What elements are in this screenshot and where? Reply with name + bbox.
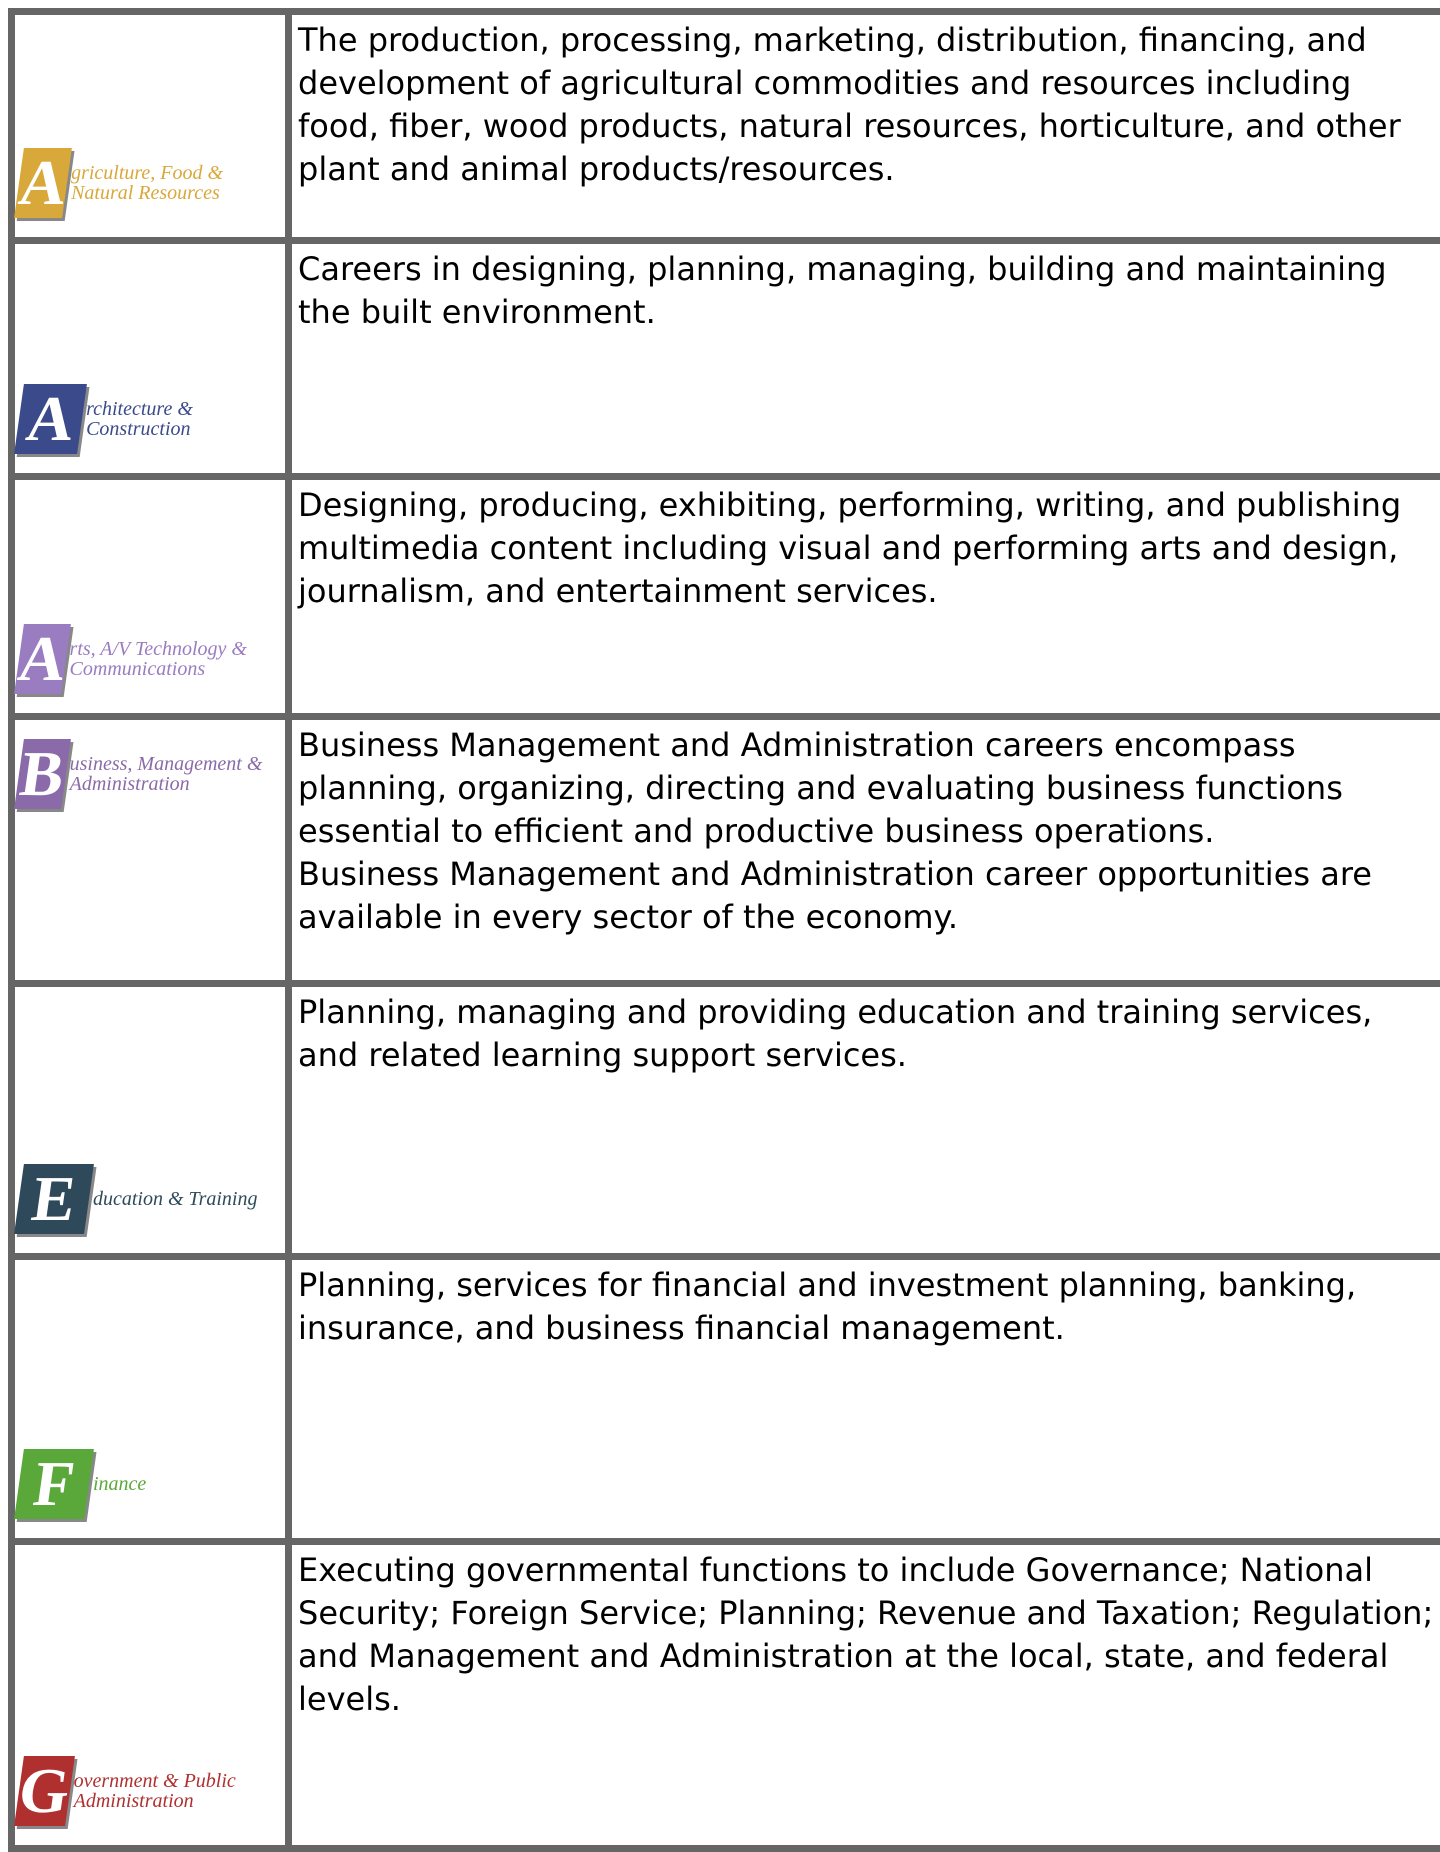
description: Planning, services for financial and inv… (298, 1266, 1357, 1347)
description: Executing governmental functions to incl… (298, 1551, 1434, 1718)
description: Planning, managing and providing educati… (298, 993, 1373, 1074)
description: Business Management and Administration c… (298, 855, 1372, 936)
logo-letter: F (14, 1448, 94, 1519)
logo-caption: usiness, Management & Administration (69, 753, 263, 795)
description-cell: Planning, managing and providing educati… (292, 987, 1440, 1253)
logo-caption: ducation & Training (93, 1188, 258, 1210)
description: Designing, producing, exhibiting, perfor… (298, 486, 1402, 610)
logo-caption: rchitecture & Construction (86, 398, 193, 440)
description: Careers in designing, planning, managing… (298, 250, 1387, 331)
description-cell: Planning, services for financial and inv… (292, 1260, 1440, 1538)
description: Business Management and Administration c… (298, 726, 1343, 850)
description-cell: Business Management and Administration c… (292, 720, 1440, 980)
description-cell: Careers in designing, planning, managing… (292, 244, 1440, 473)
logo-caption: overnment & Public Administration (73, 1770, 236, 1812)
logo-caption: griculture, Food & Natural Resources (71, 162, 224, 204)
logo-letter: E (14, 1163, 94, 1234)
logo-caption: inance (93, 1473, 147, 1495)
description: The production, processing, marketing, d… (298, 21, 1401, 188)
description-cell: Executing governmental functions to incl… (292, 1545, 1440, 1845)
logo-letter: A (14, 623, 71, 694)
logo-letter: B (14, 738, 71, 809)
logo-letter: G (14, 1755, 75, 1826)
logo-letter: A (14, 383, 87, 454)
logo-letter: A (14, 147, 72, 218)
logo-caption: rts, A/V Technology & Communications (69, 638, 247, 680)
description-cell: The production, processing, marketing, d… (292, 15, 1440, 237)
description-cell: Designing, producing, exhibiting, perfor… (292, 480, 1440, 713)
